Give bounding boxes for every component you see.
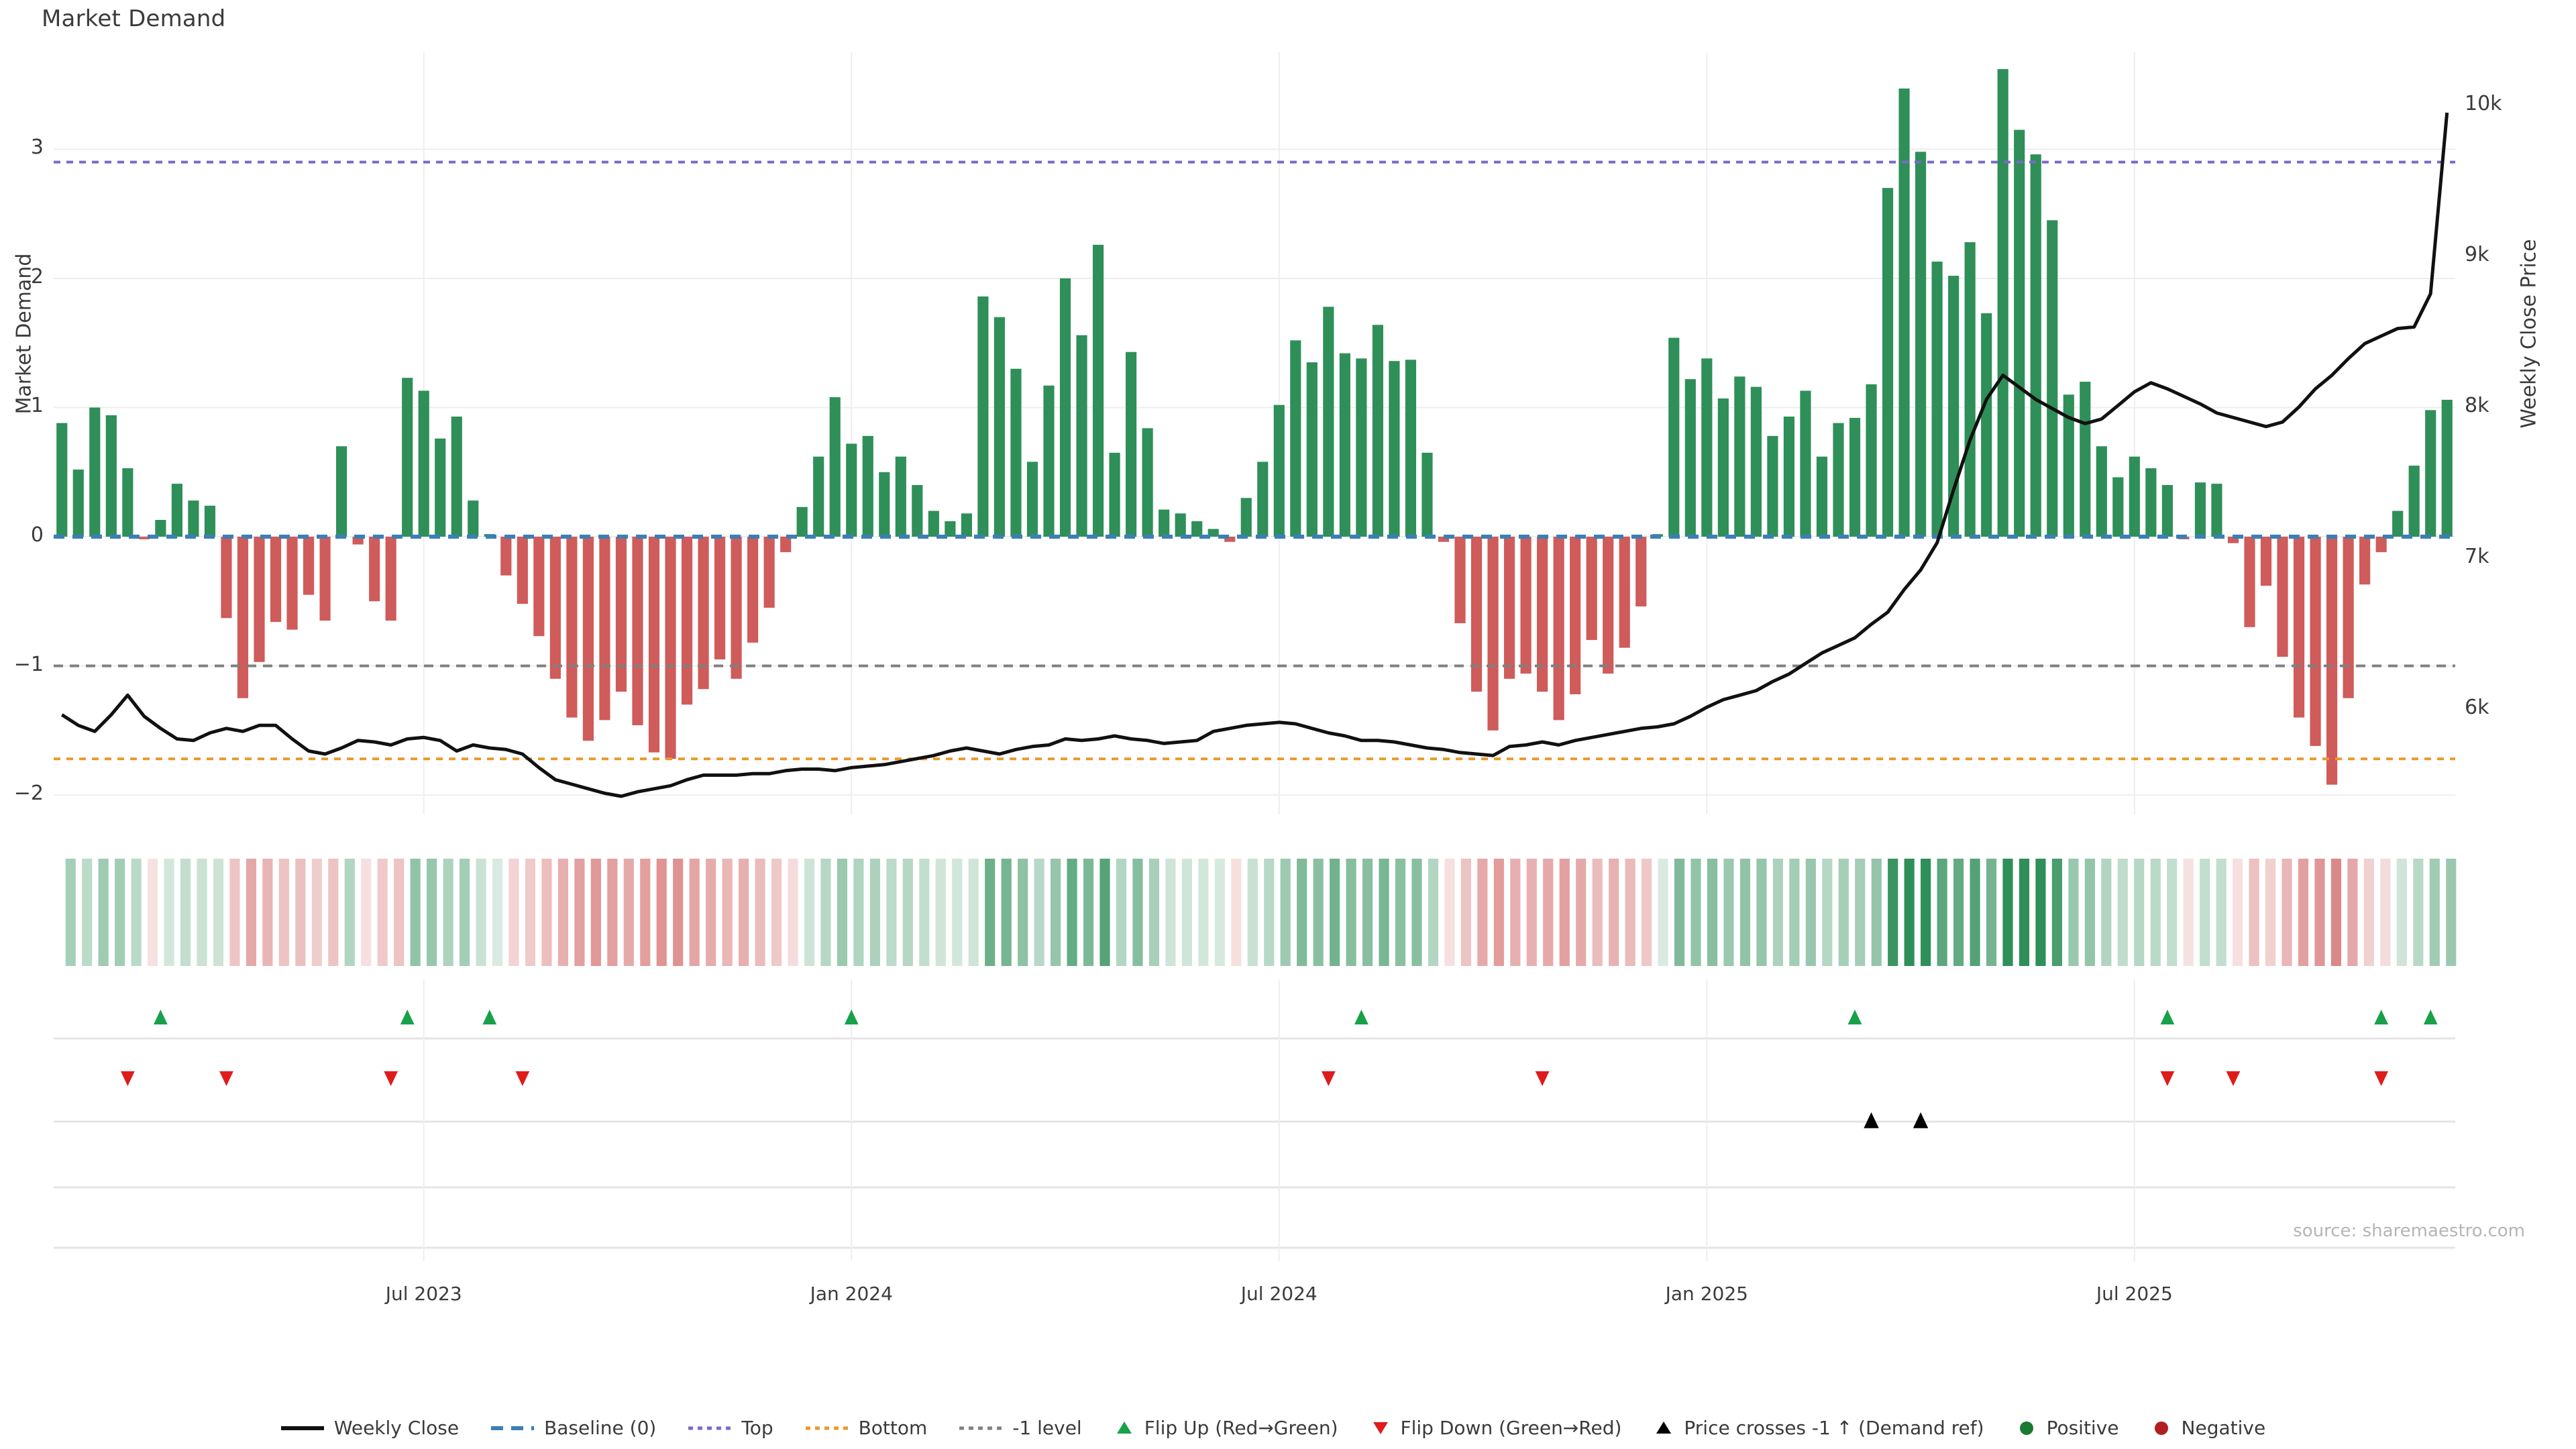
legend-swatch-baseline-icon xyxy=(490,1419,535,1437)
main-plot-svg xyxy=(54,52,2455,814)
marker-panel xyxy=(54,979,2455,1261)
chart-legend: Weekly Close Baseline (0) Top Bottom -1 leve… xyxy=(0,1417,2576,1439)
y-tick-left: −2 xyxy=(13,782,44,806)
source-note: source: sharemaestro.com xyxy=(2293,1221,2525,1241)
x-tick: Jan 2025 xyxy=(1665,1283,1748,1305)
y-tick-right: 10k xyxy=(2465,91,2502,115)
y-tick-left: 2 xyxy=(30,264,44,288)
legend-swatch-bottom-icon xyxy=(804,1419,850,1437)
legend-item-top[interactable]: Top xyxy=(687,1417,773,1439)
legend-label: Top xyxy=(741,1417,773,1439)
legend-swatch-flip-up-icon xyxy=(1113,1419,1136,1437)
y-tick-right: 6k xyxy=(2465,695,2489,719)
demand-heat-strip xyxy=(62,859,2459,966)
y-tick-left: 3 xyxy=(30,136,44,160)
legend-label: Flip Up (Red→Green) xyxy=(1144,1417,1338,1439)
chart-title: Market Demand xyxy=(42,5,226,32)
heat-strip-svg xyxy=(65,859,2457,966)
legend-swatch-weekly-close-icon xyxy=(280,1419,325,1437)
x-tick: Jul 2024 xyxy=(1240,1283,1318,1305)
legend-swatch-negative-icon xyxy=(2150,1419,2173,1437)
y-tick-right: 9k xyxy=(2465,242,2489,266)
y-tick-left: 1 xyxy=(30,394,44,418)
legend-item-positive[interactable]: Positive xyxy=(2015,1417,2119,1439)
legend-item-flip-up[interactable]: Flip Up (Red→Green) xyxy=(1113,1417,1338,1439)
legend-item-baseline[interactable]: Baseline (0) xyxy=(490,1417,656,1439)
legend-label: Negative xyxy=(2181,1417,2266,1439)
legend-swatch-top-icon xyxy=(687,1419,733,1437)
y-tick-left: 0 xyxy=(30,523,44,547)
legend-label: -1 level xyxy=(1012,1417,1082,1439)
legend-swatch-positive-icon xyxy=(2015,1419,2038,1437)
legend-label: Bottom xyxy=(858,1417,928,1439)
y-tick-right: 8k xyxy=(2465,393,2489,417)
legend-label: Flip Down (Green→Red) xyxy=(1400,1417,1622,1439)
legend-label: Price crosses -1 ↑ (Demand ref) xyxy=(1684,1417,1984,1439)
y-tick-left: −1 xyxy=(13,652,44,676)
legend-item-minus-one-level[interactable]: -1 level xyxy=(958,1417,1082,1439)
x-tick: Jul 2023 xyxy=(385,1283,462,1305)
legend-swatch-minus-one-level-icon xyxy=(958,1419,1004,1437)
legend-swatch-flip-down-icon xyxy=(1369,1419,1392,1437)
legend-item-bottom[interactable]: Bottom xyxy=(804,1417,928,1439)
legend-item-negative[interactable]: Negative xyxy=(2150,1417,2266,1439)
x-tick: Jul 2025 xyxy=(2096,1283,2173,1305)
x-tick: Jan 2024 xyxy=(810,1283,893,1305)
legend-label: Positive xyxy=(2046,1417,2119,1439)
main-plot xyxy=(54,52,2455,814)
legend-label: Weekly Close xyxy=(333,1417,460,1439)
legend-swatch-price-crosses-minus-one-icon xyxy=(1652,1419,1675,1437)
legend-item-price-crosses-minus-one[interactable]: Price crosses -1 ↑ (Demand ref) xyxy=(1652,1417,1984,1439)
legend-label: Baseline (0) xyxy=(544,1417,657,1439)
legend-item-flip-down[interactable]: Flip Down (Green→Red) xyxy=(1369,1417,1622,1439)
y-tick-right: 7k xyxy=(2465,544,2489,568)
legend-item-weekly-close[interactable]: Weekly Close xyxy=(280,1417,459,1439)
marker-panel-svg xyxy=(54,979,2455,1261)
